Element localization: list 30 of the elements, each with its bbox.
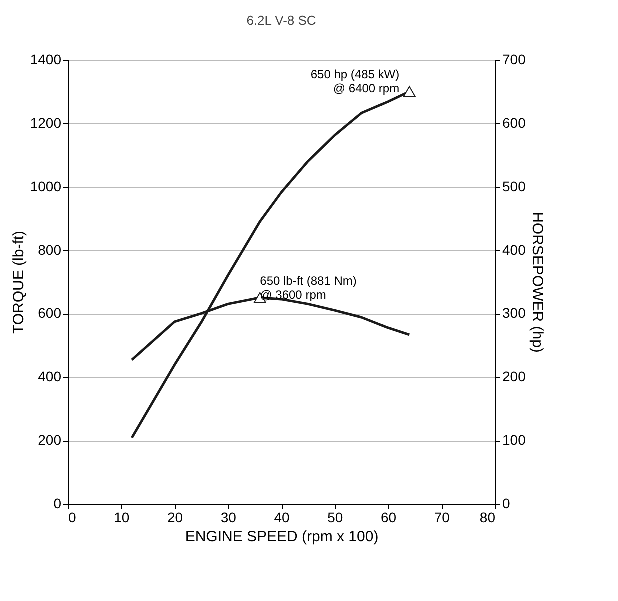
y-tick-label: 1200 [30,114,62,131]
annotation: 650 hp (485 kW) @ 6400 rpm [310,68,400,96]
x-tick-label: 10 [114,510,130,526]
x-tick-label: 70 [434,510,450,526]
x-tick-label: 30 [220,510,237,526]
x-tick-label: 80 [480,510,496,526]
y2-tick-label: 700 [502,52,526,68]
y-tick-label: 1400 [30,52,62,68]
y-tick-label: 0 [54,496,62,512]
x-tick-label: 50 [328,510,344,526]
y2-axis-title: HORSEPOWER (hp) [528,212,546,353]
y2-tick-label: 600 [502,114,526,131]
y-axis-title: TORQUE (lb-ft) [10,230,28,334]
y2-tick-label: 100 [502,432,526,448]
x-axis-title: ENGINE SPEED (rpm x 100) [185,528,379,546]
x-tick-label: 40 [274,510,290,526]
y-tick-label: 800 [38,242,62,258]
x-tick-label: 0 [68,510,76,526]
y2-tick-label: 300 [502,305,526,322]
y-tick-label: 400 [38,368,62,385]
y-tick-label: 1000 [30,178,62,194]
y2-tick-label: 200 [502,368,526,385]
y2-tick-label: 500 [502,178,526,194]
y2-tick-label: 0 [502,496,510,512]
x-tick-label: 20 [167,510,184,526]
y-tick-label: 600 [38,305,62,322]
chart-title: 6.2L V-8 SC [246,13,316,28]
y2-tick-label: 400 [502,242,526,258]
x-tick-label: 60 [380,510,397,526]
y-tick-label: 200 [38,432,62,448]
